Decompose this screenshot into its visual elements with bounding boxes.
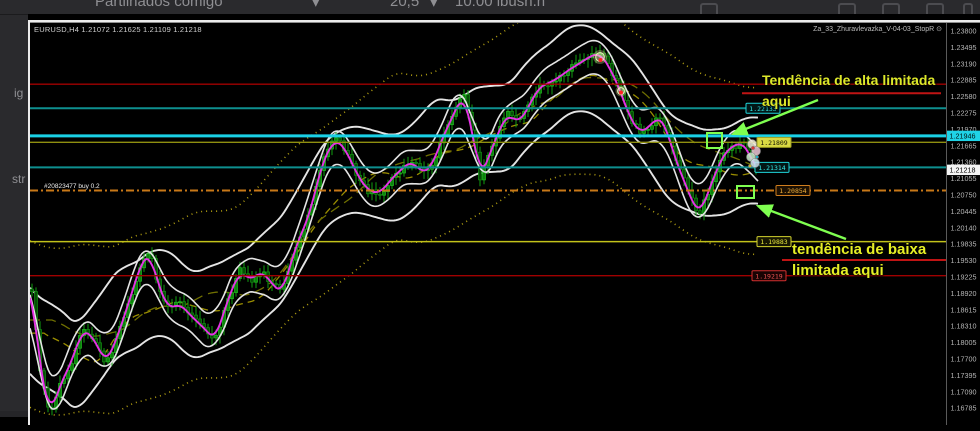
axis-label: 1.21970: [951, 125, 977, 134]
axis-label: 1.20140: [951, 223, 977, 232]
inner-band-lower: [30, 73, 759, 410]
indicator-name-label: Za_33_Zhuravlevazka_V-04-03_StopR ⊙: [813, 26, 942, 33]
cyan-level-tag: [947, 130, 980, 142]
plot-area: [30, 23, 759, 416]
horizontal-levels: 1.22133 1.21809 1.21314 1.20854 1.19883 1.192…: [30, 83, 946, 282]
axis-separator: [946, 23, 947, 425]
price-tag-olive-upper: [756, 136, 792, 148]
price-tag-yellow-support: [756, 236, 792, 248]
axis-label: 1.21055: [951, 174, 977, 183]
downtrend-annotation-line1: tendência de baixa: [792, 241, 927, 258]
axis-label: 1.16785: [951, 404, 977, 413]
axis-label: 1.22275: [951, 109, 977, 118]
magenta-midline: [30, 53, 759, 404]
svg-text:1.21314: 1.21314: [758, 164, 785, 172]
axis-label: 1.19225: [951, 273, 977, 282]
toolbar-info-icon[interactable]: [926, 3, 944, 14]
ma-olive-2: [30, 76, 759, 337]
uptrend-annotation-line2: aqui: [762, 93, 791, 109]
svg-text:1.21946: 1.21946: [950, 132, 976, 141]
downtrend-annotation: tendência de baixa limitada aqui: [792, 239, 926, 281]
svg-text:1.21218: 1.21218: [950, 166, 976, 175]
outer-band-lower: [30, 110, 759, 408]
chart-frame-left: [28, 20, 30, 425]
envelope-upper: [30, 23, 759, 250]
svg-text:1.19219: 1.19219: [755, 272, 782, 280]
chart-frame-top: [28, 20, 980, 23]
page-text-fragment: str: [12, 172, 26, 186]
axis-label: 1.22580: [951, 92, 977, 101]
ma-olive-1: [30, 74, 759, 363]
axis-label: 1.17395: [951, 371, 977, 380]
toolbar-print-icon[interactable]: [838, 3, 856, 14]
zoom-caret-icon[interactable]: ▾: [430, 0, 438, 11]
axis-label: 1.23495: [951, 43, 977, 52]
toolbar-download-icon[interactable]: [882, 3, 900, 14]
toolbar-grid-icon[interactable]: [700, 3, 718, 14]
price-tag-teal-upper: [745, 102, 781, 114]
green-highlight-box: [736, 185, 755, 199]
axis-label: 1.18310: [951, 322, 977, 331]
green-highlight-box: [706, 132, 723, 149]
svg-text:1.20854: 1.20854: [779, 187, 806, 195]
axis-label: 1.17700: [951, 355, 977, 364]
axis-label: 1.17090: [951, 387, 977, 396]
trade-markers: [593, 50, 761, 168]
current-price-tag: [947, 164, 980, 176]
green-arrow: [755, 204, 847, 241]
document-time-label: 10:00 lbush.h: [455, 0, 546, 10]
price-axis: 1.23800 1.23495 1.23190 1.22885 1.22580 1.222…: [947, 27, 980, 413]
price-tag-order-line: [775, 184, 811, 196]
svg-text:1.21809: 1.21809: [760, 139, 787, 147]
shared-with-me-label[interactable]: Partilhados comigo: [95, 0, 223, 10]
axis-label: 1.23190: [951, 59, 977, 68]
green-arrow: [730, 98, 819, 136]
axis-label: 1.23800: [951, 27, 977, 36]
price-tag-support-bottom: [751, 270, 787, 282]
svg-text:1.22133: 1.22133: [749, 105, 776, 113]
axis-label: 1.20750: [951, 191, 977, 200]
symbol-ohlc-title: EURUSD,H4 1.21072 1.21625 1.21109 1.2121…: [34, 25, 202, 34]
downtrend-annotation-line2: limitada aqui: [792, 262, 884, 279]
axis-label: 1.18005: [951, 338, 977, 347]
uptrend-annotation: Tendência de alta limitada aqui: [762, 70, 935, 112]
page-text-fragment: ig: [14, 86, 24, 100]
axis-label: 1.19835: [951, 240, 977, 249]
axis-label: 1.22885: [951, 76, 977, 85]
page-left-edge: ig str: [0, 0, 28, 411]
chevron-down-icon[interactable]: ▾: [312, 0, 320, 11]
axis-label: 1.20445: [951, 207, 977, 216]
axis-label: 1.21360: [951, 158, 977, 167]
toolbar-more-icon[interactable]: [963, 3, 973, 14]
annotation-graphics: [706, 98, 847, 241]
svg-text:1.19883: 1.19883: [760, 238, 787, 246]
zoom-value[interactable]: 20,5: [390, 0, 420, 10]
inner-band-upper: [30, 39, 759, 377]
axis-label: 1.21665: [951, 141, 977, 150]
uptrend-annotation-line1: Tendência de alta limitada: [762, 72, 936, 88]
chart-background: [28, 14, 980, 425]
envelope-lower: [30, 173, 759, 416]
axis-label: 1.18615: [951, 305, 977, 314]
axis-label: 1.19530: [951, 256, 977, 265]
axis-label: 1.18920: [951, 289, 977, 298]
open-order-label: #20823477 buy 0.2: [44, 183, 100, 190]
